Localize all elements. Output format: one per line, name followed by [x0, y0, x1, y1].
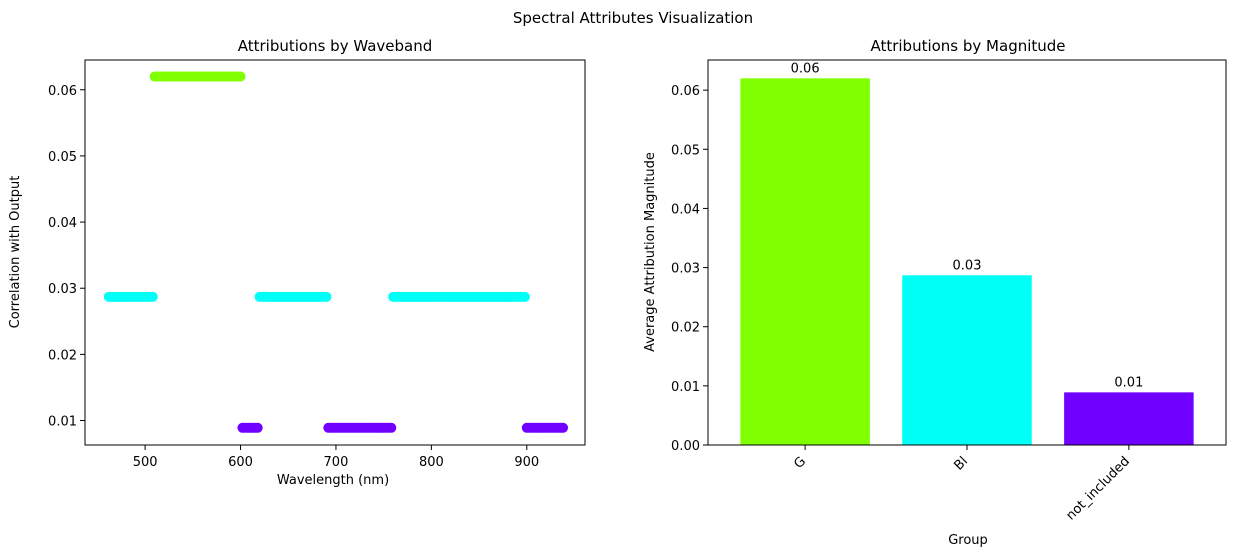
scatter-y-axis-label: Correlation with Output [8, 176, 23, 329]
figure-suptitle: Spectral Attributes Visualization [513, 9, 753, 27]
scatter-band-Bl [254, 291, 332, 302]
scatter-plot-frame [84, 59, 586, 446]
scatter-y-tick-label: 0.05 [48, 150, 77, 165]
scatter-x-axis-label: Wavelength (nm) [277, 473, 389, 488]
bar-y-tick-label: 0.06 [671, 84, 700, 99]
scatter-point [519, 291, 530, 302]
scatter-x-tick-label: 700 [324, 455, 349, 470]
scatter-point [147, 291, 158, 302]
bar-y-axis-label: Average Attribution Magnitude [643, 152, 658, 352]
bar-value-label: 0.06 [791, 61, 820, 76]
bar-y-tick-label: 0.03 [671, 262, 700, 277]
waveband-scatter-chart: Attributions by Waveband 0.010.020.030.0… [8, 37, 586, 488]
scatter-title: Attributions by Waveband [238, 37, 433, 55]
bar-x-tick-label: G [791, 454, 809, 472]
bar-x-tick-label: not_included [1063, 454, 1132, 523]
scatter-y-tick-label: 0.01 [48, 415, 77, 430]
bar-y-tick-label: 0.02 [671, 321, 700, 336]
bar-value-label: 0.03 [953, 258, 982, 273]
magnitude-bar-chart: Attributions by Magnitude 0.06 0.03 0.01 0… [643, 37, 1227, 548]
bar-y-tick-label: 0.00 [671, 439, 700, 454]
bar-Bl [902, 275, 1032, 445]
scatter-point [252, 422, 263, 433]
scatter-y-tick-label: 0.04 [48, 216, 77, 231]
scatter-x-tick-label: 500 [133, 455, 158, 470]
scatter-point [235, 71, 246, 82]
scatter-band-not_included [323, 422, 397, 433]
scatter-y-axis: 0.01 0.02 0.03 0.04 0.05 0.06 [48, 84, 85, 430]
bar-not_included [1064, 392, 1194, 445]
scatter-band-not_included [237, 422, 263, 433]
bar-title: Attributions by Magnitude [870, 37, 1065, 55]
scatter-point [386, 422, 397, 433]
scatter-band-G [149, 71, 246, 82]
scatter-point [558, 422, 569, 433]
bar-y-tick-label: 0.04 [671, 202, 700, 217]
scatter-marks [103, 71, 569, 433]
scatter-x-tick-label: 900 [514, 455, 539, 470]
scatter-x-tick-label: 600 [228, 455, 253, 470]
bar-marks: 0.06 0.03 0.01 [740, 61, 1194, 445]
bar-value-label: 0.01 [1114, 375, 1143, 390]
scatter-y-tick-label: 0.03 [48, 282, 77, 297]
bar-x-axis-label: Group [948, 533, 988, 548]
scatter-band-Bl [388, 291, 530, 302]
bar-G [740, 78, 870, 445]
scatter-point [321, 291, 332, 302]
scatter-band-Bl [103, 291, 158, 302]
scatter-band-not_included [521, 422, 569, 433]
bar-y-tick-label: 0.05 [671, 143, 700, 158]
scatter-y-tick-label: 0.02 [48, 348, 77, 363]
scatter-x-tick-label: 800 [419, 455, 444, 470]
bar-x-axis: G Bl not_included [791, 445, 1133, 523]
scatter-y-tick-label: 0.06 [48, 84, 77, 99]
bar-y-axis: 0.00 0.01 0.02 0.03 0.04 0.05 0.06 [671, 84, 708, 454]
scatter-x-axis: 500 600 700 800 900 [133, 445, 539, 470]
bar-y-tick-label: 0.01 [671, 380, 700, 395]
bar-x-tick-label: Bl [952, 454, 971, 473]
